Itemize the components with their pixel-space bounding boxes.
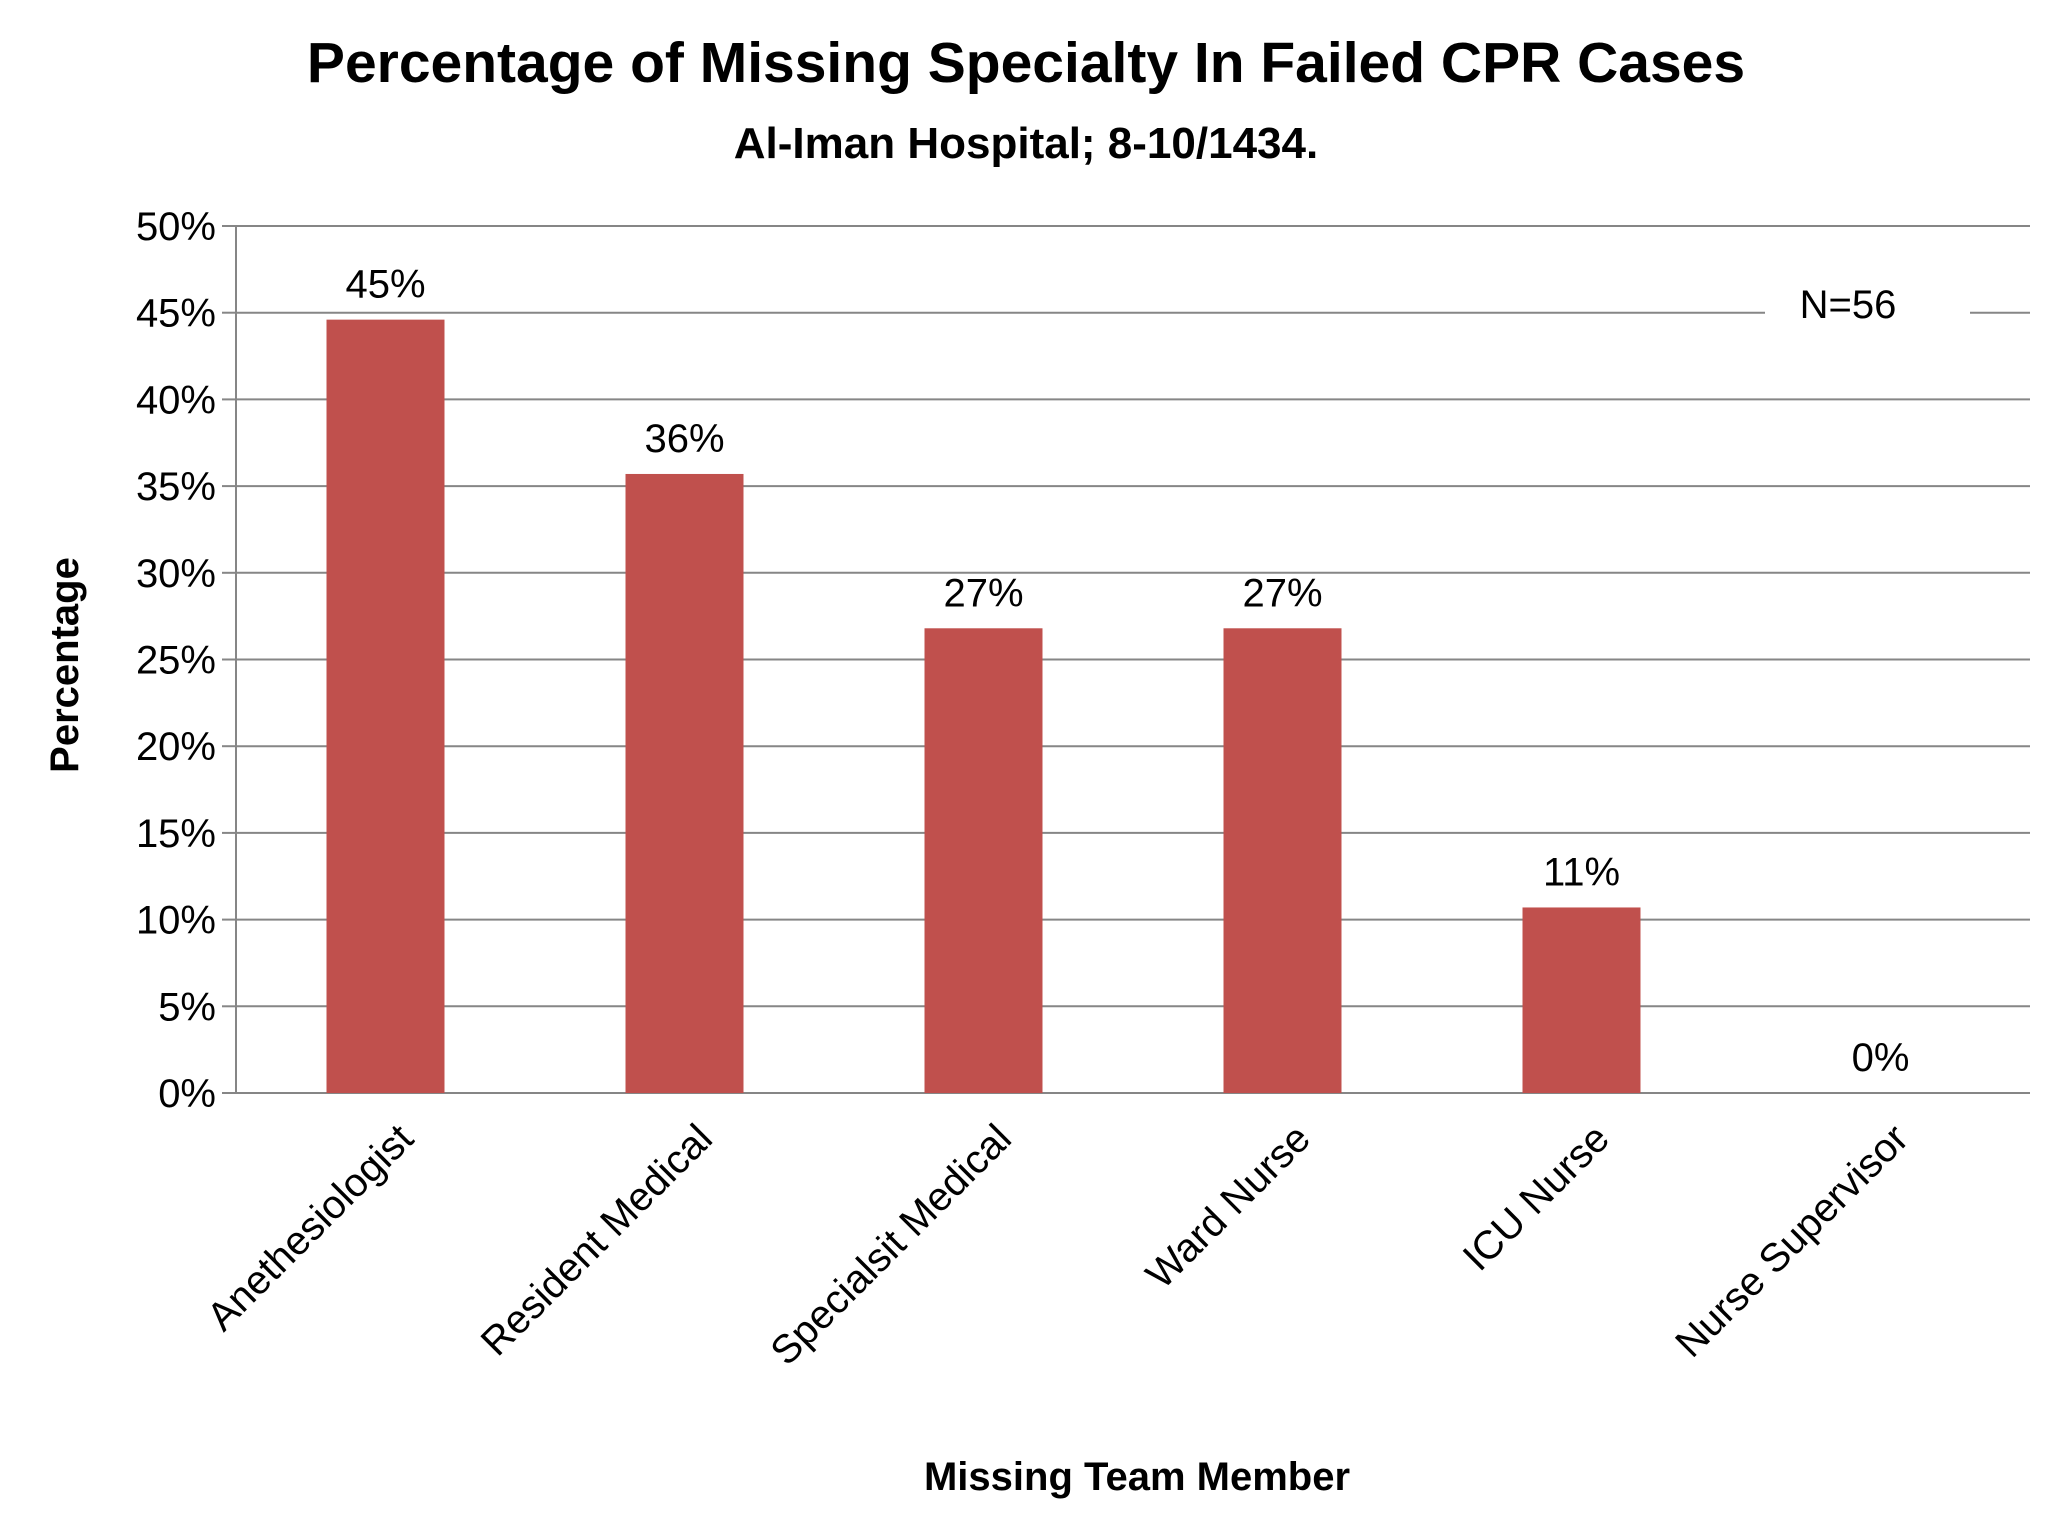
data-label: 36% [644, 417, 724, 461]
bar [1522, 907, 1641, 1093]
y-tick-label: 5% [158, 985, 216, 1029]
y-tick-label: 40% [136, 378, 216, 422]
data-label: 27% [943, 571, 1023, 615]
data-label: 27% [1242, 571, 1322, 615]
bar [326, 319, 445, 1093]
x-category-label: Anethesiologist [199, 1116, 422, 1339]
x-category-label: ICU Nurse [1455, 1116, 1618, 1279]
y-tick-label: 30% [136, 552, 216, 596]
y-tick-label: 50% [136, 205, 216, 249]
chart-subtitle: Al-Iman Hospital; 8-10/1434. [734, 119, 1318, 168]
annotation-background [1765, 278, 1970, 348]
bar [1223, 628, 1342, 1093]
bars [326, 319, 1641, 1093]
sample-size-annotation: N=56 [1800, 283, 1897, 327]
y-tick-label: 35% [136, 465, 216, 509]
x-category-label: Ward Nurse [1138, 1116, 1319, 1297]
bar [924, 628, 1043, 1093]
x-category-label: Nurse Supervisor [1667, 1116, 1917, 1366]
x-axis-title: Missing Team Member [924, 1455, 1350, 1499]
bar [625, 473, 744, 1093]
data-label: 0% [1852, 1036, 1910, 1080]
y-tick-label: 15% [136, 812, 216, 856]
y-tick-label: 20% [136, 725, 216, 769]
y-tick-label: 0% [158, 1072, 216, 1116]
y-tick-label: 45% [136, 292, 216, 336]
x-category-label: Specialsit Medical [762, 1116, 1019, 1373]
x-category-label: Resident Medical [473, 1116, 721, 1364]
y-tick-label: 10% [136, 899, 216, 943]
y-tick-label: 25% [136, 639, 216, 683]
data-label: 45% [345, 263, 425, 307]
chart-title: Percentage of Missing Specialty In Faile… [307, 31, 1745, 95]
axes [222, 225, 2030, 1094]
gridlines [236, 225, 2030, 1008]
y-axis-title: Percentage [43, 557, 87, 773]
data-label: 11% [1543, 850, 1620, 894]
